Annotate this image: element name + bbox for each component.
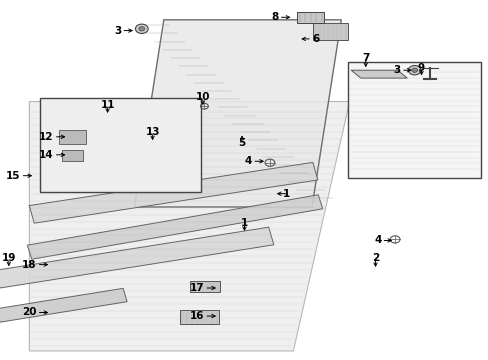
Text: 6: 6 <box>311 34 319 44</box>
Bar <box>180 310 219 324</box>
Polygon shape <box>0 227 273 288</box>
Text: 5: 5 <box>238 138 245 148</box>
Text: 3: 3 <box>114 26 121 36</box>
Circle shape <box>139 27 144 31</box>
Text: 8: 8 <box>271 12 278 22</box>
Bar <box>189 281 220 292</box>
Bar <box>297 12 324 23</box>
Text: 7: 7 <box>361 53 369 63</box>
Text: 2: 2 <box>371 253 378 264</box>
Polygon shape <box>350 70 407 78</box>
Bar <box>59 130 85 144</box>
Polygon shape <box>29 162 317 223</box>
Circle shape <box>407 66 420 75</box>
Text: 19: 19 <box>1 253 16 264</box>
Text: 17: 17 <box>189 283 204 293</box>
Text: 4: 4 <box>244 156 252 166</box>
Text: 18: 18 <box>22 260 37 270</box>
Polygon shape <box>27 195 322 259</box>
Text: 12: 12 <box>39 132 54 142</box>
Text: 13: 13 <box>145 127 160 138</box>
Circle shape <box>135 24 148 33</box>
Bar <box>62 150 82 161</box>
Text: 4: 4 <box>373 235 381 246</box>
Polygon shape <box>0 288 127 322</box>
Polygon shape <box>134 20 341 207</box>
Bar <box>312 23 347 40</box>
Polygon shape <box>29 102 349 351</box>
Text: 15: 15 <box>6 171 20 181</box>
Bar <box>40 98 201 192</box>
Text: 9: 9 <box>417 63 424 73</box>
Text: 14: 14 <box>39 150 54 160</box>
Text: 1: 1 <box>282 189 289 199</box>
Text: 1: 1 <box>241 218 247 228</box>
Text: 20: 20 <box>22 307 37 318</box>
Text: 11: 11 <box>100 100 115 110</box>
Text: 10: 10 <box>195 92 210 102</box>
Circle shape <box>411 68 417 72</box>
Text: 16: 16 <box>189 311 204 321</box>
Text: 3: 3 <box>393 65 400 75</box>
Bar <box>347 62 480 178</box>
